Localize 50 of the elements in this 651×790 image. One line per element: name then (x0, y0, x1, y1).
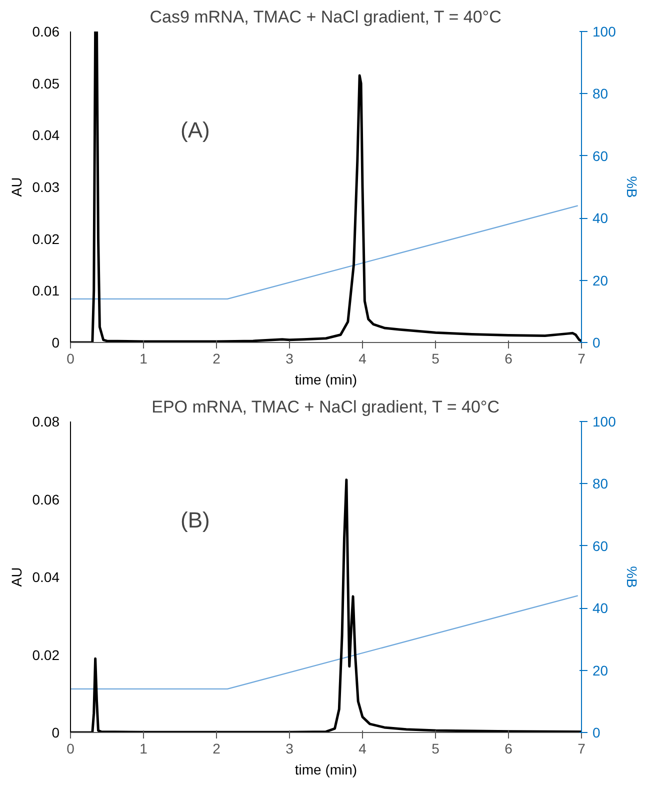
y2-tick-label: 80 (592, 476, 608, 492)
y-axis-title: AU (8, 177, 24, 197)
chart-title: EPO mRNA, TMAC + NaCl gradient, T = 40°C (152, 398, 500, 416)
annotation: (A) (180, 118, 210, 142)
y-tick-label: 0.06 (32, 491, 60, 508)
x-tick-label: 6 (504, 350, 513, 366)
annotation: (B) (180, 508, 210, 532)
y-tick-label: 0.06 (32, 24, 60, 40)
y2-tick-label: 0 (592, 334, 600, 350)
y-tick-label: 0.05 (32, 75, 60, 92)
x-tick-label: 6 (504, 740, 513, 756)
y2-axis-title: %B (624, 566, 640, 588)
x-tick-label: 4 (358, 350, 367, 366)
x-tick-label: 5 (432, 740, 440, 756)
y2-tick-label: 20 (592, 662, 608, 678)
x-tick-label: 7 (578, 740, 586, 756)
y2-tick-label: 60 (592, 538, 608, 554)
y2-tick-label: 20 (592, 272, 608, 288)
y2-tick-label: 80 (592, 86, 608, 102)
y-axis-title: AU (8, 567, 24, 587)
y-tick-label: 0.04 (32, 127, 60, 144)
y-tick-label: 0.02 (32, 230, 60, 247)
x-tick-label: 2 (212, 350, 221, 366)
y2-tick-label: 100 (592, 414, 616, 430)
x-tick-label: 5 (432, 350, 440, 366)
y2-tick-label: 100 (592, 24, 616, 40)
chart-title: Cas9 mRNA, TMAC + NaCl gradient, T = 40°C (150, 8, 502, 26)
y2-tick-label: 40 (592, 600, 608, 616)
x-tick-label: 4 (358, 740, 367, 756)
y-tick-label: 0 (52, 334, 60, 350)
y-tick-label: 0.01 (32, 282, 60, 299)
x-axis-title: time (min) (294, 372, 358, 388)
x-tick-label: 3 (286, 740, 294, 756)
x-tick-label: 7 (578, 350, 586, 366)
x-axis-title: time (min) (294, 762, 358, 778)
y2-tick-label: 40 (592, 210, 608, 226)
y-tick-label: 0.03 (32, 179, 60, 195)
x-tick-label: 1 (140, 350, 148, 366)
y2-tick-label: 0 (592, 724, 600, 740)
x-tick-label: 2 (212, 740, 221, 756)
x-tick-label: 3 (286, 350, 294, 366)
y2-axis-title: %B (624, 176, 640, 198)
y-tick-label: 0.02 (32, 646, 60, 663)
y-tick-label: 0.08 (32, 414, 60, 430)
x-tick-label: 1 (140, 740, 148, 756)
x-tick-label: 0 (66, 350, 75, 366)
y2-tick-label: 60 (592, 148, 608, 164)
y-tick-label: 0.04 (32, 569, 60, 585)
x-tick-label: 0 (66, 740, 75, 756)
y-tick-label: 0 (52, 724, 60, 740)
